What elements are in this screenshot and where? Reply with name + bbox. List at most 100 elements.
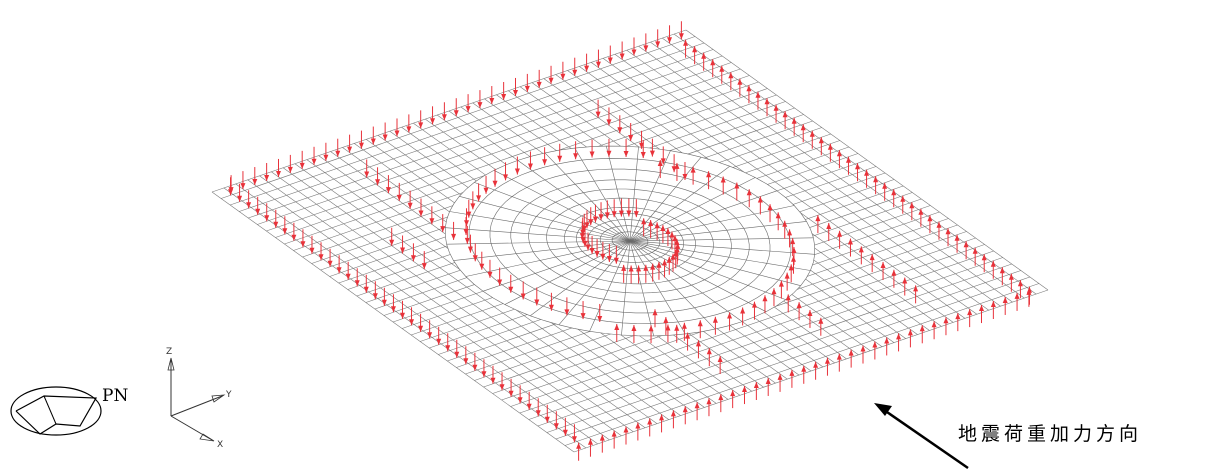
load-arrow: [660, 224, 666, 243]
mesh-radial-line: [629, 240, 811, 271]
load-arrow: [381, 287, 387, 306]
load-arrow: [734, 182, 740, 201]
load-arrow: [728, 72, 734, 91]
load-arrow: [409, 307, 415, 326]
load-arrow: [826, 222, 832, 241]
load-arrow: [785, 294, 791, 313]
load-arrow: [363, 274, 369, 293]
load-arrow: [445, 333, 451, 352]
load-arrow: [517, 385, 523, 404]
load-arrow: [441, 102, 447, 121]
load-arrow: [746, 189, 752, 208]
load-arrow: [512, 77, 518, 96]
load-arrow: [818, 137, 824, 156]
load-arrow: [618, 198, 624, 217]
load-arrow: [336, 255, 342, 274]
load-arrow: [649, 138, 655, 157]
mesh-radial-line: [589, 240, 631, 332]
mesh-line: [537, 263, 1012, 427]
load-arrow: [972, 247, 978, 266]
load-arrow: [824, 357, 830, 376]
load-arrow: [576, 442, 582, 461]
load-arrow: [665, 228, 671, 247]
load-arrow: [562, 417, 568, 436]
mesh-radial-line: [445, 227, 631, 242]
load-arrow: [900, 195, 906, 214]
load-arrow: [858, 246, 864, 265]
load-arrow: [796, 302, 802, 321]
load-arrow: [581, 213, 587, 232]
mesh-radial-line: [629, 240, 743, 322]
load-arrow: [354, 268, 360, 287]
load-direction-arrow-icon: [874, 403, 969, 470]
load-arrow: [300, 229, 306, 248]
load-arrow: [564, 297, 570, 316]
load-arrow: [594, 239, 600, 258]
mesh-radial-line: [629, 240, 786, 300]
mesh-line: [519, 250, 994, 414]
load-arrow: [827, 143, 833, 162]
mesh-radial-line: [629, 190, 777, 242]
load-arrow: [727, 312, 733, 331]
load-arrows: [228, 21, 1032, 461]
load-arrow: [757, 196, 763, 215]
load-arrow: [918, 208, 924, 227]
load-arrow: [836, 353, 842, 372]
load-arrow: [633, 199, 639, 218]
load-arrow: [909, 202, 915, 221]
mesh-radial-line: [629, 240, 716, 330]
mesh-radial-line: [629, 146, 639, 242]
load-arrow: [656, 261, 662, 280]
load-arrow: [389, 227, 395, 246]
load-arrow: [347, 134, 353, 153]
load-arrow: [777, 373, 783, 392]
load-arrow: [891, 269, 897, 288]
load-arrow: [589, 139, 595, 158]
axis-triad: Z Y X: [166, 347, 232, 450]
rect-mesh-grid: [211, 29, 1049, 453]
load-arrow: [990, 301, 996, 319]
load-arrow: [690, 166, 696, 185]
load-arrow: [466, 199, 472, 218]
mesh-radial-line: [629, 221, 807, 242]
load-arrow: [584, 53, 590, 72]
load-arrow: [643, 264, 649, 283]
load-arrow: [784, 272, 790, 291]
load-arrow: [327, 248, 333, 267]
view-orientation-icon: [10, 386, 102, 436]
mesh-radial-line: [544, 152, 631, 242]
mesh-radial-line: [621, 240, 631, 336]
load-arrow: [860, 345, 866, 364]
load-arrow: [764, 98, 770, 117]
mesh-radial-line: [629, 240, 686, 335]
load-arrow: [628, 123, 634, 141]
load-arrow: [465, 94, 471, 113]
load-arrow: [527, 151, 533, 170]
load-arrow: [246, 190, 252, 209]
load-arrow: [607, 45, 613, 64]
load-arrow: [635, 422, 641, 441]
load-arrow: [476, 183, 482, 202]
load-arrow: [740, 307, 746, 326]
load-arrow: [801, 365, 807, 384]
load-arrow: [660, 146, 666, 165]
mesh-line: [573, 289, 1049, 453]
load-arrow: [919, 325, 925, 344]
load-arrow: [311, 146, 317, 165]
mesh-radial-line: [629, 240, 801, 286]
load-arrow: [880, 261, 886, 280]
load-arrow: [492, 168, 498, 187]
load-arrow: [585, 232, 591, 251]
load-arrow: [710, 59, 716, 78]
load-arrow: [943, 317, 949, 336]
load-arrow: [264, 203, 270, 222]
view-label: PN: [102, 386, 129, 406]
mesh-radial-line: [629, 240, 767, 312]
mesh-line: [685, 29, 1049, 291]
mesh-line: [564, 283, 1040, 446]
load-arrow: [399, 300, 405, 319]
load-arrow: [514, 156, 520, 175]
load-arrow: [623, 426, 629, 445]
load-arrow: [470, 191, 476, 210]
